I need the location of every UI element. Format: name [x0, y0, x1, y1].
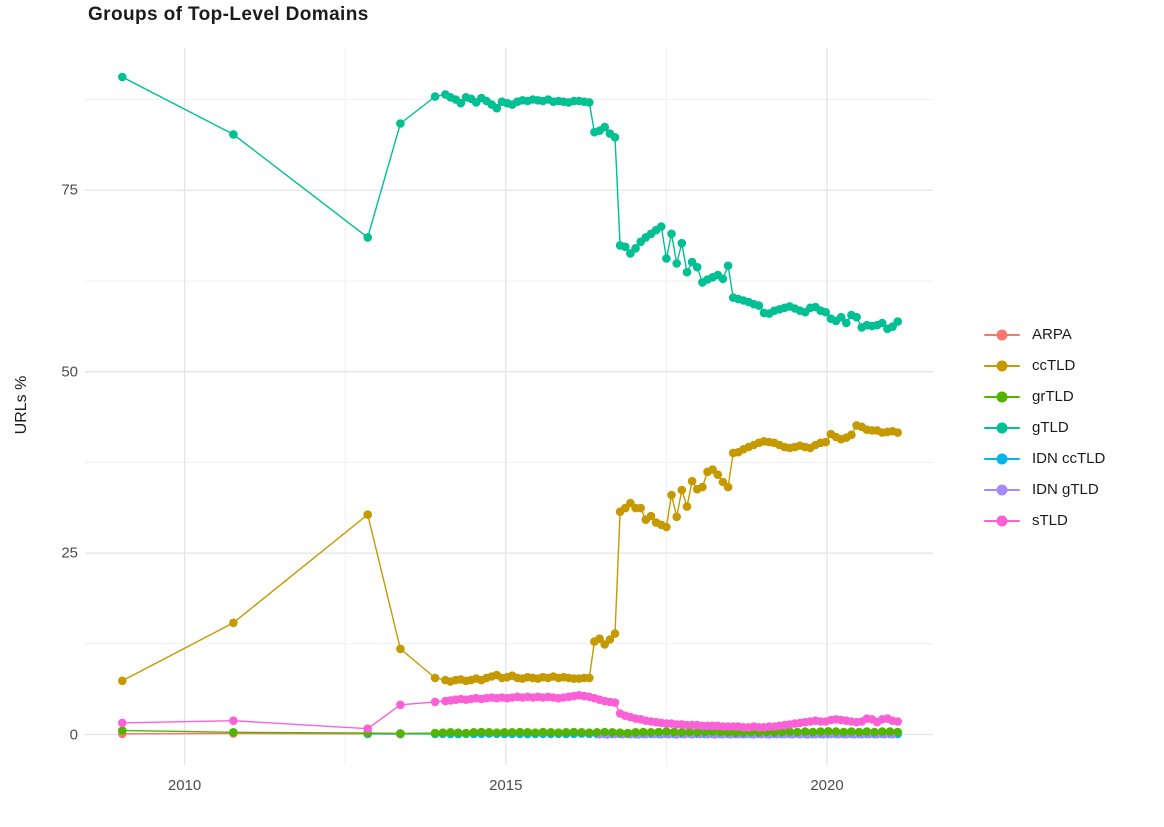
- series-points: [118, 421, 902, 686]
- legend-item-IDN-ccTLD: IDN ccTLD: [984, 443, 1105, 474]
- series-grTLD: [118, 726, 902, 738]
- legend-item-IDN-gTLD: IDN gTLD: [984, 474, 1105, 505]
- legend-label: ARPA: [1032, 326, 1072, 343]
- series-sTLD: [118, 691, 902, 733]
- legend-key-icon: [984, 388, 1020, 406]
- chart-title: Groups of Top-Level Domains: [88, 4, 369, 25]
- legend-key-icon: [984, 357, 1020, 375]
- legend-key-icon: [984, 512, 1020, 530]
- series-line: [121, 76, 899, 330]
- legend-item-ccTLD: ccTLD: [984, 350, 1105, 381]
- legend: ARPA ccTLD grTLD gTLD IDN ccTLD IDN gTLD sTLD: [984, 319, 1105, 536]
- legend-key-icon: [984, 326, 1020, 344]
- series-gTLD: [118, 72, 902, 334]
- legend-key-icon: [984, 481, 1020, 499]
- series-points: [118, 691, 902, 733]
- gridlines: [85, 48, 933, 765]
- x-tick-label: 2015: [489, 777, 523, 794]
- y-tick-label: 50: [61, 363, 78, 381]
- legend-label: sTLD: [1032, 512, 1068, 529]
- legend-label: IDN gTLD: [1032, 481, 1099, 498]
- legend-item-gTLD: gTLD: [984, 412, 1105, 443]
- legend-label: gTLD: [1032, 419, 1069, 436]
- legend-key-icon: [984, 450, 1020, 468]
- series-ccTLD: [118, 421, 902, 686]
- legend-item-ARPA: ARPA: [984, 319, 1105, 350]
- legend-label: ccTLD: [1032, 357, 1076, 374]
- y-tick-label: 25: [61, 544, 78, 562]
- legend-label: grTLD: [1032, 388, 1074, 405]
- legend-item-sTLD: sTLD: [984, 505, 1105, 536]
- y-tick-label: 0: [69, 726, 78, 744]
- legend-item-grTLD: grTLD: [984, 381, 1105, 412]
- x-tick-label: 2020: [810, 777, 844, 794]
- legend-label: IDN ccTLD: [1032, 450, 1106, 467]
- series-points: [118, 726, 902, 738]
- legend-key-icon: [984, 419, 1020, 437]
- x-tick-label: 2010: [167, 777, 202, 794]
- series-points: [118, 72, 902, 334]
- y-tick-label: 75: [61, 181, 78, 199]
